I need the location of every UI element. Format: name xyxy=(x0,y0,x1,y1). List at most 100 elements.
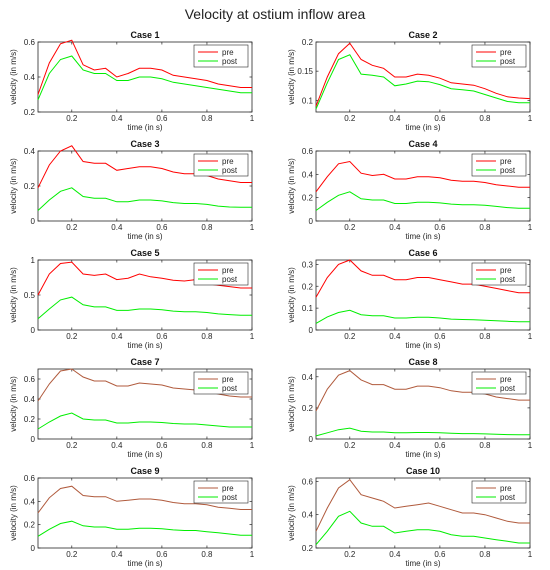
y-tick-label: 0.2 xyxy=(302,404,314,413)
subplot-title: Case 8 xyxy=(408,357,437,367)
legend-label-pre: pre xyxy=(500,375,512,384)
y-tick-label: 0.6 xyxy=(24,474,36,483)
x-tick-label: 1 xyxy=(528,550,533,559)
y-axis-label: velocity (in m/s) xyxy=(9,49,18,105)
x-tick-label: 0.2 xyxy=(66,223,78,232)
y-tick-label: 0.5 xyxy=(24,291,36,300)
subplot-6: Case 6 0.2 0.4 0.6 0.8 1 0 0.1 0.2 0.3 time (in s)… xyxy=(287,248,533,350)
series-line-post xyxy=(315,54,530,110)
x-tick-label: 1 xyxy=(250,441,255,450)
series-line-post xyxy=(315,191,530,211)
x-tick-label: 0.4 xyxy=(111,223,123,232)
legend-box xyxy=(193,153,249,177)
subplot-title: Case 6 xyxy=(408,248,437,258)
x-tick-label: 1 xyxy=(250,550,255,559)
y-axis-label: velocity (in m/s) xyxy=(287,376,296,432)
series-line-post xyxy=(37,187,252,211)
subplot-5: Case 5 0.2 0.4 0.6 0.8 1 0 0.5 1 time (in s) veloc… xyxy=(9,248,255,350)
x-tick-label: 0.8 xyxy=(201,441,213,450)
y-tick-label: 0 xyxy=(309,326,314,335)
y-tick-label: 0.3 xyxy=(302,260,314,269)
subplot-title: Case 3 xyxy=(130,139,159,149)
y-tick-label: 0.2 xyxy=(302,282,314,291)
series-line-post xyxy=(37,55,252,100)
y-tick-label: 0.6 xyxy=(24,375,36,384)
y-tick-label: 0 xyxy=(309,435,314,444)
series-line-post xyxy=(315,309,530,324)
legend-label-pre: pre xyxy=(500,484,512,493)
legend-label-post: post xyxy=(500,166,516,175)
x-tick-label: 0.8 xyxy=(479,550,491,559)
legend-box xyxy=(193,371,249,395)
x-tick-label: 0.6 xyxy=(156,550,168,559)
subplot-title: Case 2 xyxy=(408,30,437,40)
y-tick-label: 0.6 xyxy=(302,147,314,156)
y-tick-label: 0.2 xyxy=(24,108,36,117)
y-tick-label: 0.1 xyxy=(302,96,314,105)
subplot-8: Case 8 0.2 0.4 0.6 0.8 1 0 0.2 0.4 time (in s) vel… xyxy=(287,357,533,459)
legend-label-post: post xyxy=(222,57,238,66)
x-tick-label: 0.6 xyxy=(434,114,446,123)
legend-box xyxy=(471,262,527,286)
y-tick-label: 0.2 xyxy=(302,194,314,203)
x-axis-label: time (in s) xyxy=(405,341,440,350)
x-tick-label: 0.2 xyxy=(344,550,356,559)
y-tick-label: 0.6 xyxy=(302,477,314,486)
y-axis-label: velocity (in m/s) xyxy=(9,267,18,323)
series-line-post xyxy=(37,520,252,537)
subplot-2: Case 2 0.2 0.4 0.6 0.8 1 0.1 0.15 0.2 time (in s)… xyxy=(287,30,533,132)
legend-box xyxy=(471,153,527,177)
series-line-pre xyxy=(315,259,530,298)
series-line-pre xyxy=(315,42,531,107)
y-axis-label: velocity (in m/s) xyxy=(287,485,296,541)
x-tick-label: 0.2 xyxy=(344,332,356,341)
series-line-post xyxy=(315,427,530,437)
x-axis-label: time (in s) xyxy=(127,341,162,350)
x-tick-label: 0.2 xyxy=(344,223,356,232)
x-tick-label: 1 xyxy=(528,332,533,341)
x-axis-label: time (in s) xyxy=(127,559,162,568)
y-tick-label: 0.4 xyxy=(302,373,314,382)
y-tick-label: 0 xyxy=(31,544,36,553)
legend-label-post: post xyxy=(500,493,516,502)
legend-label-pre: pre xyxy=(500,157,512,166)
y-tick-label: 0.4 xyxy=(24,497,36,506)
x-tick-label: 0.4 xyxy=(389,223,401,232)
y-axis-label: velocity (in m/s) xyxy=(9,376,18,432)
x-tick-label: 0.4 xyxy=(389,332,401,341)
x-tick-label: 0.8 xyxy=(479,223,491,232)
y-axis-label: velocity (in m/s) xyxy=(287,158,296,214)
x-tick-label: 0.8 xyxy=(201,332,213,341)
y-tick-label: 0.4 xyxy=(302,170,314,179)
legend-box xyxy=(193,262,249,286)
legend-label-post: post xyxy=(500,275,516,284)
y-axis-label: velocity (in m/s) xyxy=(287,49,296,105)
series-line-pre xyxy=(315,370,530,412)
x-tick-label: 1 xyxy=(250,223,255,232)
y-tick-label: 0.4 xyxy=(24,395,36,404)
x-axis-label: time (in s) xyxy=(127,123,162,132)
x-tick-label: 0.4 xyxy=(111,114,123,123)
y-tick-label: 0.1 xyxy=(302,304,314,313)
x-tick-label: 0.4 xyxy=(111,332,123,341)
y-tick-label: 0.6 xyxy=(24,38,36,47)
y-tick-label: 0 xyxy=(31,326,36,335)
y-tick-label: 0.15 xyxy=(297,67,313,76)
legend-label-pre: pre xyxy=(222,48,234,57)
y-tick-label: 1 xyxy=(31,256,36,265)
x-tick-label: 1 xyxy=(528,441,533,450)
x-tick-label: 0.8 xyxy=(479,332,491,341)
y-tick-label: 0.2 xyxy=(302,38,314,47)
x-tick-label: 0.2 xyxy=(66,550,78,559)
figure-title: Velocity at ostium inflow area xyxy=(184,6,366,22)
